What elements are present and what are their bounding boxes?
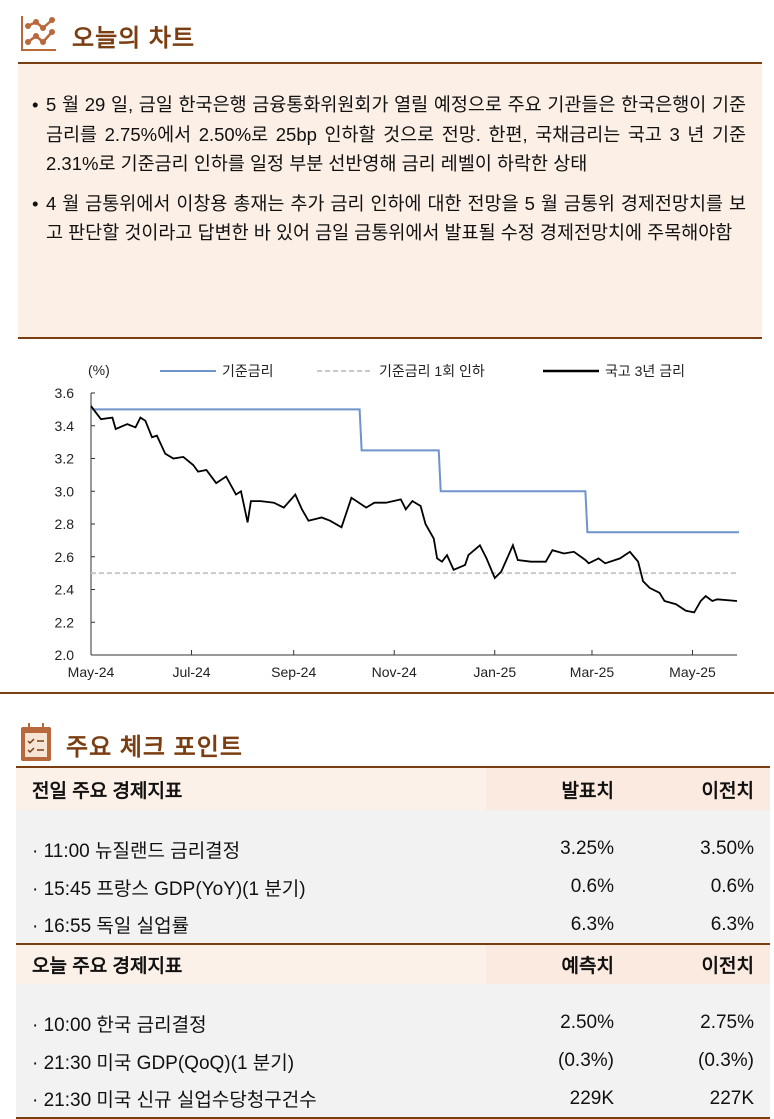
legend-label: 국고 3년 금리 (605, 363, 685, 379)
indicator-name: · 21:30 미국 신규 실업수당청구건수 (16, 1080, 486, 1119)
column-header: 발표치 (486, 766, 630, 810)
table-row: · 15:45 프랑스 GDP(YoY)(1 분기) 0.6% 0.6% (16, 868, 770, 906)
y-tick-label: 2.8 (55, 516, 75, 532)
summary-bullet: • 5 월 29 일, 금일 한국은행 금융통화위원회가 열릴 예정으로 주요 기… (32, 90, 746, 179)
y-tick-label: 2.0 (55, 647, 75, 663)
y-tick-label: 2.6 (55, 549, 75, 565)
y-tick-label: 2.4 (55, 582, 75, 598)
summary-box: • 5 월 29 일, 금일 한국은행 금융통화위원회가 열릴 예정으로 주요 기… (18, 62, 762, 339)
column-header: 이전치 (630, 943, 770, 984)
indicator-name: · 16:55 독일 실업률 (16, 906, 486, 944)
actual-value: 0.6% (486, 868, 630, 906)
table-header-yesterday: 전일 주요 경제지표 발표치 이전치 (16, 766, 770, 810)
section-heading: 오늘의 차트 (72, 25, 196, 52)
y-unit-label: (%) (88, 362, 110, 378)
series-line-3 (90, 405, 738, 614)
actual-value: 3.25% (486, 830, 630, 868)
bullet-text: 5 월 29 일, 금일 한국은행 금융통화위원회가 열릴 예정으로 주요 기관… (46, 94, 746, 174)
y-tick-label: 3.2 (55, 451, 75, 467)
indicator-name: · 10:00 한국 금리결정 (16, 1004, 486, 1042)
line-chart-icon (20, 14, 58, 57)
x-tick-label: May-25 (669, 664, 716, 680)
forecast-value: 2.50% (486, 1004, 630, 1042)
section-heading: 주요 체크 포인트 (66, 734, 243, 761)
table-row: · 21:30 미국 신규 실업수당청구건수 229K 227K (16, 1080, 770, 1119)
previous-value: (0.3%) (630, 1042, 770, 1080)
previous-value: 0.6% (630, 868, 770, 906)
x-tick-label: Sep-24 (271, 664, 316, 680)
checklist-icon (20, 722, 52, 767)
previous-value: 2.75% (630, 1004, 770, 1042)
bullet-text: 4 월 금통위에서 이창용 총재는 추가 금리 인하에 대한 전망을 5 월 금… (46, 192, 746, 244)
y-tick-label: 3.0 (55, 483, 75, 499)
checkpoint-section-title: 주요 체크 포인트 (20, 722, 243, 767)
y-tick-label: 3.6 (55, 385, 75, 401)
x-tick-label: May-24 (68, 664, 115, 680)
x-tick-label: Jul-24 (172, 664, 210, 680)
x-tick-label: Jan-25 (473, 664, 516, 680)
indicator-table: 전일 주요 경제지표 발표치 이전치 · 11:00 뉴질랜드 금리결정 3.25… (16, 766, 770, 1119)
legend-label: 기준금리 (222, 363, 274, 379)
chart-section-title: 오늘의 차트 (20, 14, 195, 57)
table-header-today: 오늘 주요 경제지표 예측치 이전치 (16, 943, 770, 984)
forecast-value: 229K (486, 1080, 630, 1119)
y-tick-label: 2.2 (55, 614, 75, 630)
previous-value: 6.3% (630, 906, 770, 944)
table-row: · 21:30 미국 GDP(QoQ)(1 분기) (0.3%) (0.3%) (16, 1042, 770, 1080)
previous-value: 3.50% (630, 830, 770, 868)
x-tick-label: Mar-25 (570, 664, 615, 680)
indicator-name: · 21:30 미국 GDP(QoQ)(1 분기) (16, 1042, 486, 1080)
y-tick-label: 3.4 (55, 418, 75, 434)
table-row: · 10:00 한국 금리결정 2.50% 2.75% (16, 1004, 770, 1042)
indicator-name: · 11:00 뉴질랜드 금리결정 (16, 830, 486, 868)
summary-bullet: • 4 월 금통위에서 이창용 총재는 추가 금리 인하에 대한 전망을 5 월 … (32, 189, 746, 248)
x-tick-label: Nov-24 (372, 664, 417, 680)
legend-label: 기준금리 1회 인하 (379, 363, 485, 379)
column-header: 예측치 (486, 943, 630, 984)
previous-value: 227K (630, 1080, 770, 1119)
column-header: 전일 주요 경제지표 (16, 766, 486, 810)
forecast-value: (0.3%) (486, 1042, 630, 1080)
table-row: · 11:00 뉴질랜드 금리결정 3.25% 3.50% (16, 830, 770, 868)
column-header: 오늘 주요 경제지표 (16, 943, 486, 984)
series-line-1 (91, 408, 739, 534)
rate-chart: 2.0 2.2 2.4 2.6 2.8 3.0 3.2 3.4 3.6 May-24 Jul-24 S… (0, 340, 774, 694)
column-header: 이전치 (630, 766, 770, 810)
indicator-name: · 15:45 프랑스 GDP(YoY)(1 분기) (16, 868, 486, 906)
table-row: · 16:55 독일 실업률 6.3% 6.3% (16, 906, 770, 944)
chart-svg: 2.0 2.2 2.4 2.6 2.8 3.0 3.2 3.4 3.6 May-24 Jul-24 S… (55, 362, 739, 680)
actual-value: 6.3% (486, 906, 630, 944)
